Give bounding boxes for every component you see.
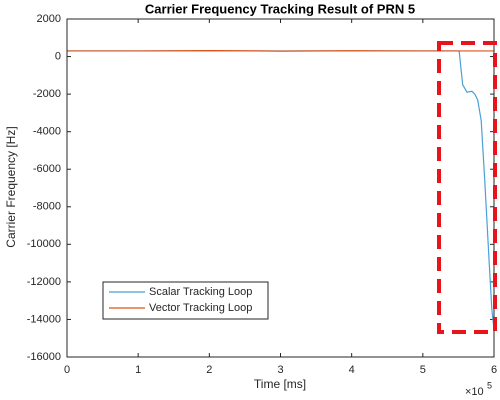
- highlight-box: [437, 41, 497, 334]
- x-tick-label: 2: [206, 364, 212, 376]
- y-tick-label: -6000: [33, 163, 61, 175]
- x-offset-base: ×10: [465, 386, 484, 398]
- x-tick-label: 0: [64, 364, 70, 376]
- chart-title: Carrier Frequency Tracking Result of PRN…: [145, 1, 415, 16]
- y-tick-label: -2000: [33, 88, 61, 100]
- y-tick-label: 2000: [37, 13, 61, 25]
- x-offset-exponent: 5: [487, 380, 492, 390]
- y-tick-label: -8000: [33, 201, 61, 213]
- y-tick-label: -14000: [27, 313, 61, 325]
- y-tick-label: -4000: [33, 126, 61, 138]
- x-tick-label: 1: [135, 364, 141, 376]
- legend-box: [102, 281, 269, 320]
- x-tick-label: 3: [277, 364, 283, 376]
- y-axis-label: Carrier Frequency [Hz]: [4, 126, 18, 247]
- legend-label: Scalar Tracking Loop: [149, 286, 252, 298]
- x-tick-label: 4: [349, 364, 355, 376]
- legend-label: Vector Tracking Loop: [149, 302, 252, 314]
- y-tick-label: 0: [55, 50, 61, 62]
- series-line: [67, 49, 494, 52]
- x-tick-label: 5: [420, 364, 426, 376]
- y-tick-label: -10000: [27, 238, 61, 250]
- y-tick-label: -12000: [27, 276, 61, 288]
- x-tick-label: 6: [491, 364, 497, 376]
- x-axis-label: Time [ms]: [254, 377, 306, 391]
- y-tick-label: -16000: [27, 351, 61, 363]
